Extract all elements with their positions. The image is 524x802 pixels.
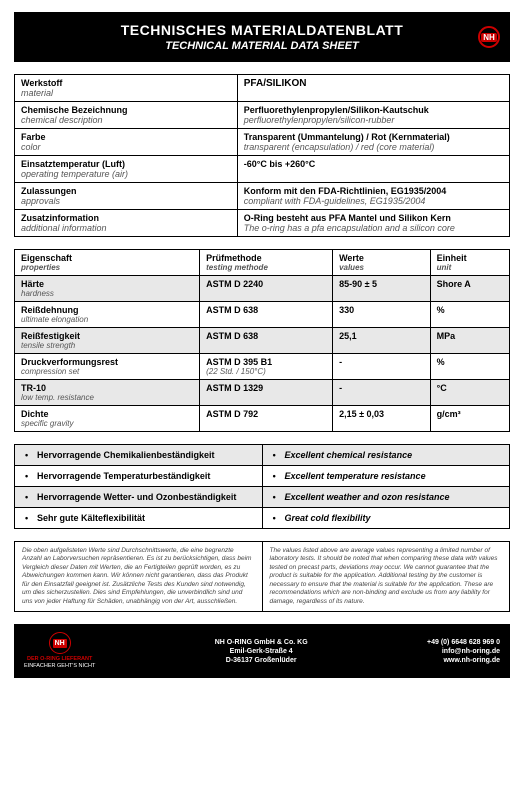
property-row: Reißdehnungultimate elongationASTM D 638… [15, 302, 510, 328]
prop-unit: % [430, 354, 509, 380]
features-table: Hervorragende ChemikalienbeständigkeitEx… [14, 444, 510, 529]
footer-left: NH DER O-RING LIEFERANT EINFACHER GEHT'S… [24, 632, 95, 670]
property-row: HärtehardnessASTM D 224085-90 ± 5Shore A [15, 276, 510, 302]
info-label: Zusatzinformationadditional information [15, 210, 238, 237]
disclaimer-en: The values listed above are average valu… [262, 542, 510, 612]
info-label: Farbecolor [15, 129, 238, 156]
info-value: Transparent (Ummantelung) / Rot (Kernmat… [237, 129, 509, 156]
info-value: PFA/SILIKON [237, 75, 509, 102]
prop-value: 330 [333, 302, 431, 328]
logo-text: NH [481, 33, 497, 42]
prop-name: TR-10low temp. resistance [15, 380, 200, 406]
property-row: TR-10low temp. resistanceASTM D 1329-°C [15, 380, 510, 406]
feature-row: Hervorragende ChemikalienbeständigkeitEx… [15, 445, 510, 466]
prop-name: Härtehardness [15, 276, 200, 302]
prop-unit: Shore A [430, 276, 509, 302]
info-row: FarbecolorTransparent (Ummantelung) / Ro… [15, 129, 510, 156]
info-label: Einsatztemperatur (Luft)operating temper… [15, 156, 238, 183]
info-row: Zusatzinformationadditional informationO… [15, 210, 510, 237]
info-value: Konform mit den FDA-Richtlinien, EG1935/… [237, 183, 509, 210]
property-row: Reißfestigkeittensile strengthASTM D 638… [15, 328, 510, 354]
footer-logo-icon: NH [49, 632, 71, 654]
info-label: Zulassungenapprovals [15, 183, 238, 210]
info-row: Einsatztemperatur (Luft)operating temper… [15, 156, 510, 183]
prop-unit: MPa [430, 328, 509, 354]
feature-en: Excellent temperature resistance [262, 466, 510, 487]
disclaimer-de: Die oben aufgelisteten Werte sind Durchs… [15, 542, 263, 612]
prop-method: ASTM D 638 [200, 302, 333, 328]
disclaimer-table: Die oben aufgelisteten Werte sind Durchs… [14, 541, 510, 612]
prop-value: - [333, 354, 431, 380]
info-label: Chemische Bezeichnungchemical descriptio… [15, 102, 238, 129]
prop-unit: % [430, 302, 509, 328]
feature-de: Hervorragende Temperaturbeständigkeit [15, 466, 263, 487]
info-row: ZulassungenapprovalsKonform mit den FDA-… [15, 183, 510, 210]
prop-unit: °C [430, 380, 509, 406]
logo-icon: NH [478, 26, 500, 48]
footer-bar: NH DER O-RING LIEFERANT EINFACHER GEHT'S… [14, 624, 510, 678]
prop-method: ASTM D 792 [200, 406, 333, 432]
footer-address: NH O-RING GmbH & Co. KG Emil-Gerk-Straße… [215, 638, 308, 665]
prop-method: ASTM D 2240 [200, 276, 333, 302]
col-unit: Einheitunit [430, 250, 509, 276]
feature-de: Hervorragende Wetter- und Ozonbeständigk… [15, 487, 263, 508]
info-table: WerkstoffmaterialPFA/SILIKONChemische Be… [14, 74, 510, 237]
col-method: Prüfmethodetesting methode [200, 250, 333, 276]
prop-name: Reißfestigkeittensile strength [15, 328, 200, 354]
feature-en: Excellent weather and ozon resistance [262, 487, 510, 508]
info-row: WerkstoffmaterialPFA/SILIKON [15, 75, 510, 102]
prop-value: 2,15 ± 0,03 [333, 406, 431, 432]
prop-value: 85-90 ± 5 [333, 276, 431, 302]
feature-de: Hervorragende Chemikalienbeständigkeit [15, 445, 263, 466]
footer-contact: +49 (0) 6648 628 969 0 info@nh-oring.de … [427, 638, 500, 665]
feature-row: Hervorragende Wetter- und Ozonbeständigk… [15, 487, 510, 508]
info-value: O-Ring besteht aus PFA Mantel und Siliko… [237, 210, 509, 237]
property-row: Druckverformungsrestcompression setASTM … [15, 354, 510, 380]
info-value: Perfluorethylenpropylen/Silikon-Kautschu… [237, 102, 509, 129]
info-value: -60°C bis +260°C [237, 156, 509, 183]
footer-logo-text: NH [53, 639, 67, 648]
prop-value: 25,1 [333, 328, 431, 354]
feature-de: Sehr gute Kälteflexibilität [15, 508, 263, 529]
prop-unit: g/cm³ [430, 406, 509, 432]
info-label: Werkstoffmaterial [15, 75, 238, 102]
col-property: Eigenschaftproperties [15, 250, 200, 276]
feature-en: Excellent chemical resistance [262, 445, 510, 466]
header-bar: TECHNISCHES MATERIALDATENBLATT TECHNICAL… [14, 12, 510, 62]
header-subtitle: TECHNICAL MATERIAL DATA SHEET [28, 40, 496, 52]
prop-name: Reißdehnungultimate elongation [15, 302, 200, 328]
prop-name: Dichtespecific gravity [15, 406, 200, 432]
prop-method: ASTM D 638 [200, 328, 333, 354]
prop-value: - [333, 380, 431, 406]
feature-row: Hervorragende TemperaturbeständigkeitExc… [15, 466, 510, 487]
prop-method: ASTM D 395 B1(22 Std. / 150°C) [200, 354, 333, 380]
prop-method: ASTM D 1329 [200, 380, 333, 406]
page: TECHNISCHES MATERIALDATENBLATT TECHNICAL… [0, 0, 524, 690]
prop-name: Druckverformungsrestcompression set [15, 354, 200, 380]
info-row: Chemische Bezeichnungchemical descriptio… [15, 102, 510, 129]
col-value: Wertevalues [333, 250, 431, 276]
properties-table: Eigenschaftproperties Prüfmethodetesting… [14, 249, 510, 432]
footer-slogan: DER O-RING LIEFERANT EINFACHER GEHT'S NI… [24, 656, 95, 670]
property-row: Dichtespecific gravityASTM D 7922,15 ± 0… [15, 406, 510, 432]
header-title: TECHNISCHES MATERIALDATENBLATT [28, 22, 496, 38]
feature-en: Great cold flexibility [262, 508, 510, 529]
feature-row: Sehr gute KälteflexibilitätGreat cold fl… [15, 508, 510, 529]
